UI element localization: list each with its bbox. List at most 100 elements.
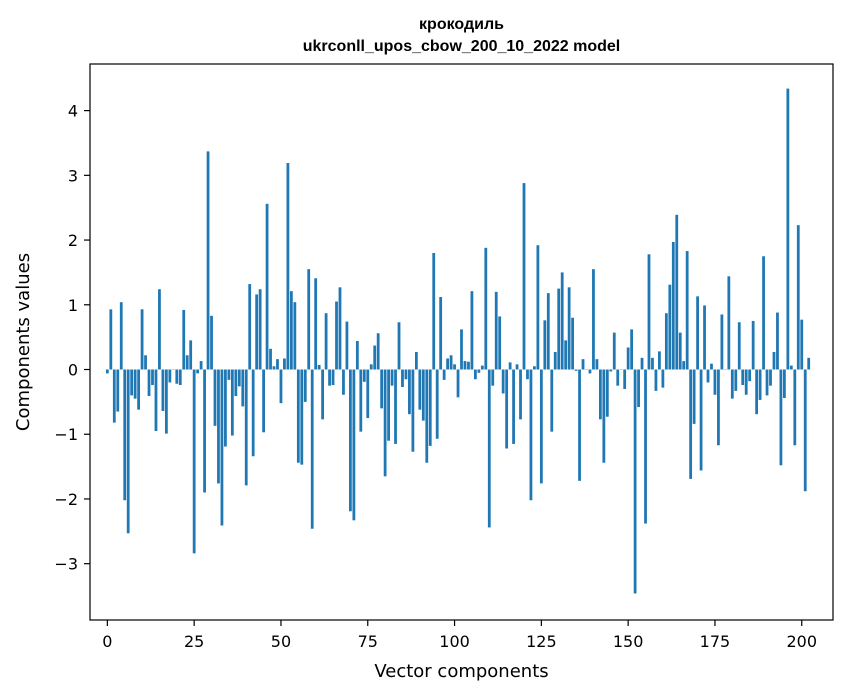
bar bbox=[404, 369, 408, 380]
bar bbox=[498, 316, 502, 370]
bar bbox=[793, 369, 797, 446]
x-axis-label: Vector components bbox=[374, 661, 548, 682]
bar bbox=[237, 369, 241, 387]
bar bbox=[789, 365, 793, 370]
bar bbox=[175, 369, 179, 384]
bar bbox=[710, 363, 713, 370]
x-tick-label: 100 bbox=[439, 632, 470, 651]
bar bbox=[769, 369, 772, 386]
bar bbox=[536, 245, 540, 370]
bar bbox=[470, 291, 474, 370]
bar bbox=[546, 293, 550, 370]
bar bbox=[765, 369, 769, 396]
bar bbox=[154, 369, 158, 431]
bar bbox=[272, 366, 276, 370]
bar bbox=[217, 369, 220, 484]
bar bbox=[713, 369, 717, 395]
bar bbox=[592, 269, 595, 370]
bar bbox=[390, 369, 394, 386]
x-tick-label: 75 bbox=[358, 632, 378, 651]
bar bbox=[508, 362, 512, 370]
x-tick-label: 25 bbox=[184, 632, 204, 651]
bar bbox=[140, 309, 144, 370]
bar bbox=[192, 369, 196, 554]
bar bbox=[477, 369, 481, 373]
bar bbox=[137, 369, 140, 410]
bar bbox=[786, 88, 790, 370]
bar bbox=[178, 369, 182, 386]
bar bbox=[557, 288, 561, 370]
y-axis-ticks: −3 −2 −1 0 1 2 3 4 bbox=[54, 102, 90, 574]
bar bbox=[224, 369, 227, 447]
bar bbox=[553, 352, 557, 370]
bar bbox=[651, 357, 654, 370]
bar bbox=[130, 369, 134, 396]
bar bbox=[505, 369, 509, 449]
bar bbox=[605, 369, 609, 417]
bar bbox=[526, 369, 529, 380]
bar bbox=[734, 369, 738, 391]
bar bbox=[227, 369, 231, 380]
bar bbox=[567, 287, 571, 370]
bar bbox=[133, 369, 137, 399]
bar bbox=[296, 369, 300, 463]
bar bbox=[658, 351, 661, 370]
bar bbox=[803, 369, 807, 492]
bar bbox=[126, 369, 130, 534]
bar bbox=[300, 369, 304, 465]
bar bbox=[612, 332, 616, 370]
bar bbox=[741, 369, 745, 386]
bar bbox=[376, 333, 380, 370]
bar bbox=[616, 369, 620, 386]
bar bbox=[151, 369, 154, 386]
bar bbox=[345, 321, 349, 370]
bar bbox=[730, 369, 734, 399]
bar bbox=[338, 287, 342, 370]
bar bbox=[807, 357, 811, 370]
bar bbox=[203, 369, 206, 493]
bar bbox=[539, 369, 543, 484]
bar bbox=[269, 348, 272, 370]
bar bbox=[123, 369, 127, 501]
bar bbox=[529, 369, 533, 501]
bar bbox=[286, 163, 290, 370]
bar bbox=[206, 151, 210, 370]
bar bbox=[480, 365, 484, 370]
bar bbox=[366, 369, 370, 419]
bar bbox=[487, 369, 491, 528]
bar bbox=[762, 256, 765, 370]
bar bbox=[491, 369, 495, 386]
bar bbox=[678, 332, 682, 370]
bar bbox=[414, 352, 418, 370]
y-tick-label: −2 bbox=[54, 490, 78, 509]
bar bbox=[685, 251, 689, 370]
bar bbox=[119, 302, 123, 370]
y-tick-label: −1 bbox=[54, 425, 78, 444]
bar bbox=[449, 355, 453, 370]
bars-group bbox=[105, 88, 811, 594]
bar bbox=[446, 358, 449, 370]
bar bbox=[800, 319, 804, 370]
bar bbox=[411, 369, 415, 452]
bar bbox=[442, 369, 446, 380]
bar bbox=[276, 359, 279, 370]
chart-subtitle: ukrconll_upos_cbow_200_10_2022 model bbox=[303, 38, 620, 55]
bar bbox=[310, 369, 314, 529]
y-tick-label: 2 bbox=[68, 231, 78, 250]
bar bbox=[682, 361, 686, 370]
x-tick-label: 150 bbox=[613, 632, 644, 651]
bar bbox=[758, 369, 762, 400]
bar bbox=[550, 369, 554, 432]
bar bbox=[303, 369, 307, 402]
y-axis-label: Components values bbox=[13, 253, 34, 431]
bar bbox=[425, 369, 429, 463]
bar bbox=[696, 296, 699, 370]
bar bbox=[328, 369, 331, 386]
bar bbox=[314, 278, 318, 370]
bar bbox=[189, 340, 193, 370]
bar bbox=[369, 364, 373, 370]
bar bbox=[474, 369, 477, 380]
bar bbox=[602, 369, 606, 463]
chart-title: крокодиль bbox=[419, 16, 504, 33]
bar bbox=[199, 361, 203, 370]
